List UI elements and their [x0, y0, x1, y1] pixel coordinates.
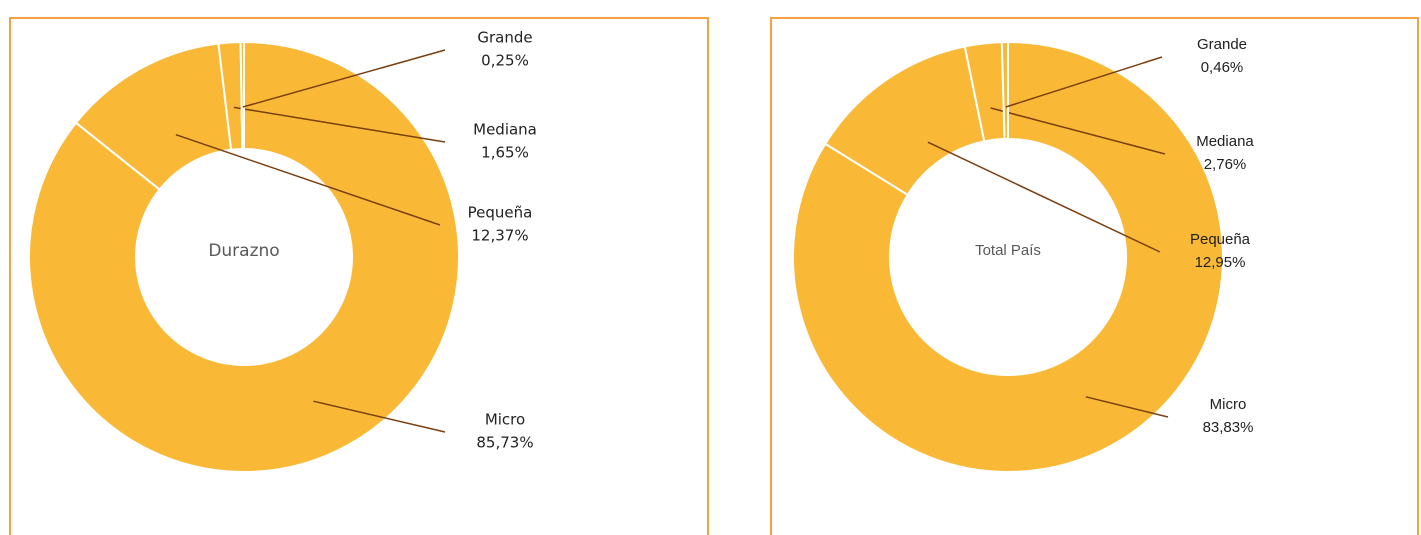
label-value: 85,73%: [476, 434, 533, 452]
center-label: Total País: [975, 242, 1041, 259]
leader-line: [242, 49, 446, 108]
leader-line: [927, 141, 1161, 253]
label-name: Mediana: [1196, 133, 1254, 150]
label-value: 83,83%: [1203, 419, 1254, 436]
leader-line: [990, 107, 1166, 155]
label-name: Grande: [477, 29, 532, 47]
leader-line: [313, 400, 446, 433]
panel-frame: [770, 17, 1419, 535]
donut-segment: [792, 40, 1224, 473]
leader-line: [1005, 56, 1163, 108]
center-label: Durazno: [208, 241, 279, 261]
label-value: 0,46%: [1201, 59, 1244, 76]
label-value: 2,76%: [1204, 156, 1247, 173]
label-name: Micro: [485, 411, 525, 429]
label-name: Micro: [1210, 396, 1247, 413]
chart: Micro 85,73% Pequeña 12,37% Mediana 1,65% Gran…: [28, 29, 537, 473]
label-value: 12,37%: [471, 227, 528, 245]
panel-frame: [9, 17, 709, 535]
label-value: 1,65%: [481, 144, 529, 162]
leader-line: [233, 106, 446, 143]
chart: Micro 83,83% Pequeña 12,95% Mediana 2,76% Gran…: [792, 36, 1254, 473]
donut-segment: [1000, 40, 1009, 141]
label-value: 0,25%: [481, 52, 529, 70]
label-name: Pequeña: [468, 204, 533, 222]
label-name: Grande: [1197, 36, 1247, 53]
leader-line: [1085, 396, 1169, 418]
donut-segment: [239, 40, 245, 151]
label-name: Pequeña: [1190, 231, 1251, 248]
label-name: Mediana: [473, 121, 537, 139]
donut-segment: [28, 40, 460, 473]
leader-line: [175, 133, 441, 226]
label-value: 12,95%: [1195, 254, 1246, 271]
